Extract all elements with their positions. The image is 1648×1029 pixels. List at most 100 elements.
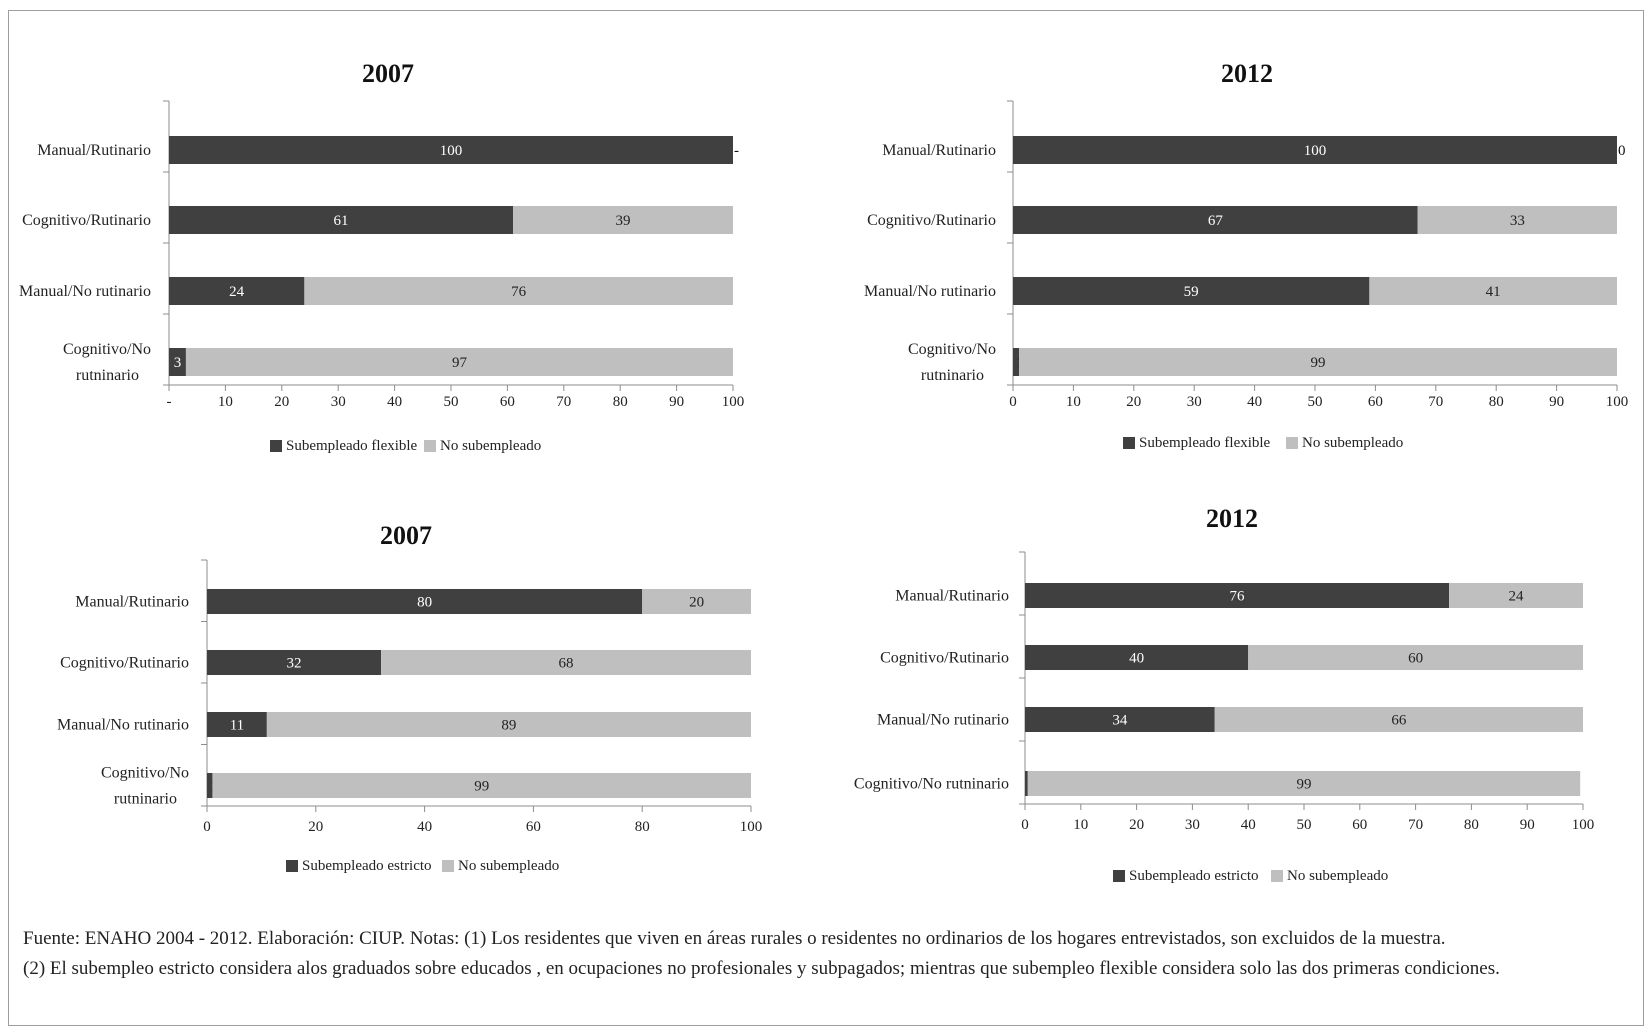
- chart-2-title: 2012: [1221, 59, 1273, 88]
- chart-4-legend-label: No subempleado: [1287, 868, 1388, 884]
- chart-2-category-label: Cognitivo/No rutninario: [908, 341, 996, 384]
- chart-3-legend-label: No subempleado: [458, 858, 559, 874]
- chart-3-category-label: Manual/No rutinario: [57, 717, 189, 734]
- chart-4-category-label: Cognitivo/No rutninario: [854, 776, 1009, 793]
- chart-3-x-tick-label: 60: [526, 819, 541, 835]
- chart-4-bar-series-1: [1025, 771, 1028, 796]
- chart-1-data-label: 76: [511, 284, 527, 300]
- chart-1-x-tick-label: 90: [669, 394, 684, 410]
- chart-1-x-tick-label: 60: [500, 394, 515, 410]
- chart-3-legend-swatch: [286, 860, 298, 872]
- footnote: Fuente: ENAHO 2004 - 2012. Elaboración: …: [23, 924, 1613, 984]
- chart-1-x-tick-label: 20: [274, 394, 289, 410]
- chart-1-bar-series-2: [185, 348, 734, 376]
- chart-2-data-label: 99: [1311, 355, 1326, 371]
- chart-2-bar-series-1: [1013, 206, 1418, 234]
- chart-3-data-label: 11: [230, 718, 244, 734]
- chart-1-x-tick-label: 80: [613, 394, 628, 410]
- chart-4-x-tick-label: 10: [1073, 817, 1088, 833]
- chart-4-bar-series-2: [1214, 707, 1583, 732]
- chart-1-x-tick-label: 40: [387, 394, 402, 410]
- chart-2-category-label: Cognitivo/Rutinario: [867, 212, 996, 229]
- chart-2-data-label: 100: [1304, 143, 1327, 159]
- chart-4-data-label: 99: [1297, 777, 1312, 793]
- chart-1-legend-swatch: [424, 440, 436, 452]
- chart-3-x-tick-label: 100: [740, 819, 763, 835]
- footnote-line-2: (2) El subempleo estricto considera alos…: [23, 958, 1500, 979]
- chart-4-title: 2012: [1206, 504, 1258, 533]
- chart-2-legend-label: Subempleado flexible: [1139, 435, 1271, 451]
- chart-2-x-tick-label: 90: [1549, 394, 1564, 410]
- chart-1-bar-series-1: [169, 136, 733, 164]
- chart-4-x-tick-label: 50: [1297, 817, 1312, 833]
- chart-1-data-label: 39: [616, 213, 631, 229]
- chart-3-x-tick-label: 40: [417, 819, 432, 835]
- chart-1-data-label: 3: [174, 355, 182, 371]
- chart-2-category-label: Manual/No rutinario: [864, 283, 996, 300]
- chart-3-data-label: 99: [474, 779, 489, 795]
- chart-2-legend-label: No subempleado: [1302, 435, 1403, 451]
- chart-1-bar-series-1: [169, 277, 305, 305]
- chart-1-legend-swatch: [270, 440, 282, 452]
- chart-4-legend-swatch: [1113, 870, 1125, 882]
- chart-2-category-label: Manual/Rutinario: [882, 142, 996, 159]
- chart-2-x-tick-label: 50: [1308, 394, 1323, 410]
- chart-2-x-tick-label: 60: [1368, 394, 1383, 410]
- chart-4-x-tick-label: 20: [1129, 817, 1144, 833]
- chart-3-legend-swatch: [442, 860, 454, 872]
- footnote-line-1: Fuente: ENAHO 2004 - 2012. Elaboración: …: [23, 928, 1446, 949]
- chart-2-bar-series-2: [1417, 206, 1617, 234]
- chart-2-bar-series-2: [1019, 348, 1617, 376]
- category-label-line: Cognitivo/No: [63, 341, 151, 358]
- chart-4-legend-swatch: [1271, 870, 1283, 882]
- chart-4-data-label: 66: [1391, 713, 1407, 729]
- chart-1-legend-label: No subempleado: [440, 438, 541, 454]
- chart-3-category-label: Cognitivo/Rutinario: [60, 655, 189, 672]
- chart-3-bar-series-1: [207, 650, 382, 675]
- chart-2-bar-series-2: [1369, 277, 1617, 305]
- chart-2-data-label: 0: [1618, 143, 1626, 159]
- chart-4-bar-series-1: [1025, 707, 1215, 732]
- chart-3-data-label: 68: [559, 656, 574, 672]
- chart-1-x-tick-label: 70: [556, 394, 571, 410]
- chart-3-data-label: 80: [417, 595, 432, 611]
- chart-1-category-label: Manual/No rutinario: [19, 283, 151, 300]
- chart-3-bar-series-1: [207, 712, 267, 737]
- chart-3-data-label: 32: [287, 656, 302, 672]
- chart-2-data-label: 67: [1208, 213, 1224, 229]
- chart-2-bar-series-1: [1013, 277, 1370, 305]
- chart-3-bar-series-2: [212, 773, 751, 798]
- chart-4-x-tick-label: 40: [1241, 817, 1256, 833]
- chart-4-x-tick-label: 30: [1185, 817, 1200, 833]
- chart-4-data-label: 76: [1230, 589, 1246, 605]
- chart-4-x-tick-label: 80: [1464, 817, 1479, 833]
- chart-3-bar-series-2: [642, 589, 751, 614]
- chart-2-x-tick-label: 30: [1187, 394, 1202, 410]
- chart-4-bar-series-2: [1449, 583, 1583, 608]
- category-label-line: Cognitivo/No: [101, 765, 189, 782]
- chart-1-x-tick-label: 50: [444, 394, 459, 410]
- category-label-line: Cognitivo/No: [908, 341, 996, 358]
- chart-1-data-label: 24: [229, 284, 245, 300]
- chart-1-category-label: Cognitivo/Rutinario: [22, 212, 151, 229]
- chart-1-title: 2007: [362, 59, 414, 88]
- chart-4-bar-series-1: [1025, 645, 1249, 670]
- chart-2-legend-swatch: [1286, 437, 1298, 449]
- chart-3-x-tick-label: 20: [308, 819, 323, 835]
- figure-frame: [8, 10, 1644, 1026]
- chart-2-data-label: 33: [1510, 213, 1525, 229]
- chart-4-bar-series-2: [1027, 771, 1581, 796]
- chart-2-x-tick-label: 10: [1066, 394, 1081, 410]
- chart-1-bar-series-2: [304, 277, 733, 305]
- chart-3-category-label: Manual/Rutinario: [75, 594, 189, 611]
- chart-1-bar-series-1: [169, 206, 514, 234]
- chart-1-bar-series-2: [513, 206, 733, 234]
- chart-2-bar-series-1: [1013, 348, 1020, 376]
- chart-1-x-tick-label: 100: [722, 394, 745, 410]
- chart-2-bar-series-1: [1013, 136, 1617, 164]
- chart-4-data-label: 34: [1112, 713, 1128, 729]
- chart-2-x-tick-label: 100: [1606, 394, 1629, 410]
- chart-2-data-label: 41: [1486, 284, 1501, 300]
- chart-3-bar-series-1: [207, 589, 643, 614]
- chart-4-bar-series-1: [1025, 583, 1450, 608]
